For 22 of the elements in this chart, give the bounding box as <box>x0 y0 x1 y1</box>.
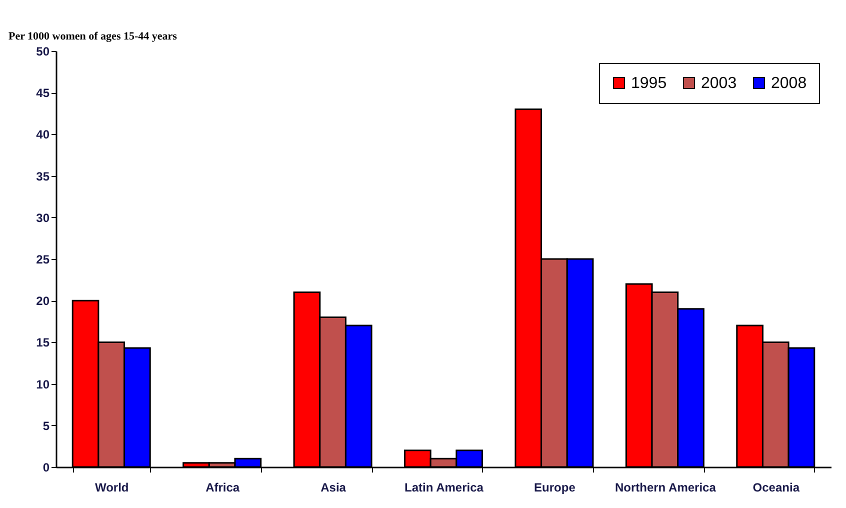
x-tick-label: Asia <box>320 480 346 494</box>
y-tick-label: 45 <box>36 86 50 100</box>
x-tick-label: Africa <box>206 480 240 494</box>
legend-label: 2003 <box>701 75 737 92</box>
y-tick-label: 35 <box>36 169 50 184</box>
x-tick-label: World <box>94 480 129 494</box>
x-tick-label: Latin America <box>404 480 484 494</box>
x-tick-label: Europe <box>534 480 576 494</box>
y-tick-label: 5 <box>42 418 50 433</box>
y-tick-label: 20 <box>36 294 50 308</box>
legend-label: 2008 <box>771 75 807 92</box>
y-tick-label: 25 <box>36 252 50 266</box>
legend-label: 1995 <box>631 75 667 92</box>
y-tick-label: 50 <box>36 44 50 58</box>
y-tick-label: 0 <box>42 460 50 474</box>
y-tick-label: 30 <box>36 210 50 225</box>
y-tick-label: 15 <box>36 336 50 350</box>
y-tick-label: 10 <box>36 377 50 392</box>
y-tick-label: 40 <box>36 128 50 142</box>
x-tick-label: Oceania <box>752 480 800 494</box>
y-axis-title: Per 1000 women of ages 15-44 years <box>8 30 178 42</box>
x-tick-label: Northern America <box>614 480 716 494</box>
